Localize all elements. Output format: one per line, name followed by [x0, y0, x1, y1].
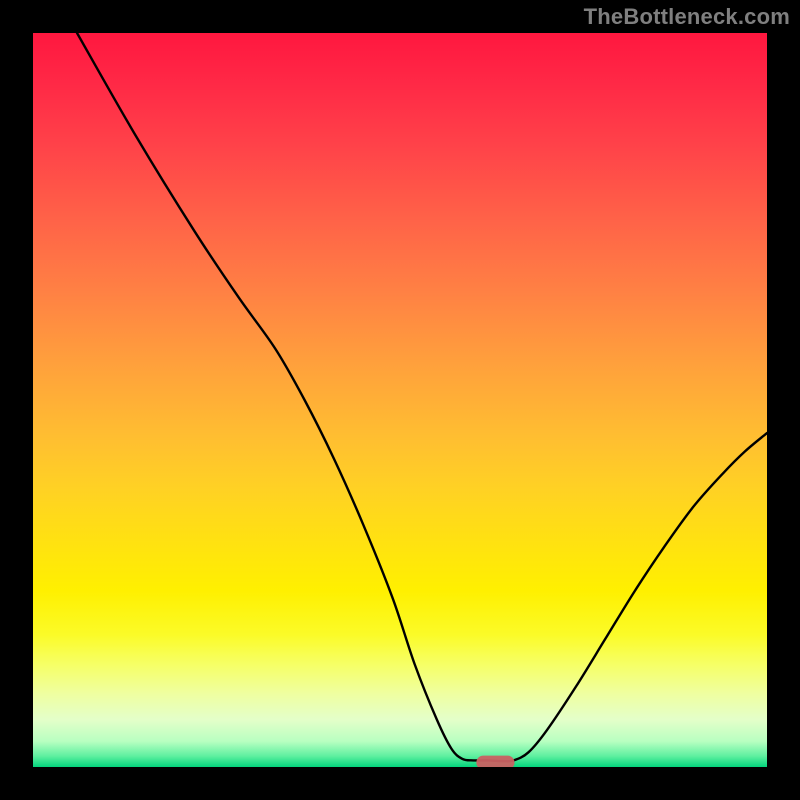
- attribution-label: TheBottleneck.com: [584, 4, 790, 30]
- chart-frame: TheBottleneck.com: [0, 0, 800, 800]
- plot-area: [33, 33, 767, 767]
- plot-svg: [33, 33, 767, 767]
- gradient-background: [33, 33, 767, 767]
- optimal-marker: [476, 756, 514, 767]
